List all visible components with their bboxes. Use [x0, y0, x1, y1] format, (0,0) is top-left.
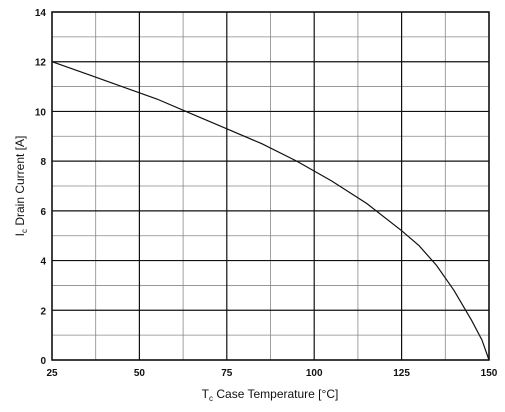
y-tick-label: 10: [35, 107, 47, 118]
y-label-text: Drain Current [A]: [13, 136, 27, 229]
x-tick-label: 150: [481, 368, 498, 379]
y-tick-label: 12: [35, 58, 47, 69]
x-tick-label: 125: [393, 368, 410, 379]
x-label-suffix: ]: [335, 387, 338, 401]
y-tick-label: 6: [40, 207, 46, 218]
y-tick-label: 8: [40, 157, 46, 168]
y-tick-label: 14: [35, 8, 47, 19]
y-label-subscript: c: [20, 229, 29, 233]
x-tick-label: 75: [221, 368, 233, 379]
x-label-subscript: c: [209, 394, 213, 403]
y-ticks: 0 2 4 6 8 10 12 14: [35, 8, 47, 367]
y-axis-label: Ic Drain Current [A]: [13, 136, 29, 237]
x-label-prefix: T: [202, 387, 210, 401]
y-tick-label: 4: [40, 257, 46, 268]
plot-frame: [51, 11, 490, 361]
x-axis-label: Tc Case Temperature [°C]: [202, 387, 339, 403]
x-ticks: 25 50 75 100 125 150: [46, 368, 497, 379]
y-tick-label: 0: [40, 356, 46, 367]
x-label-unit: °C: [322, 387, 336, 401]
x-tick-label: 25: [46, 368, 58, 379]
x-tick-label: 100: [306, 368, 323, 379]
grid: [51, 11, 490, 361]
x-label-text: Case Temperature [: [213, 387, 322, 401]
y-tick-label: 2: [40, 306, 46, 317]
x-tick-label: 50: [134, 368, 146, 379]
y-label-prefix: I: [13, 233, 27, 236]
series-line: [51, 61, 490, 361]
